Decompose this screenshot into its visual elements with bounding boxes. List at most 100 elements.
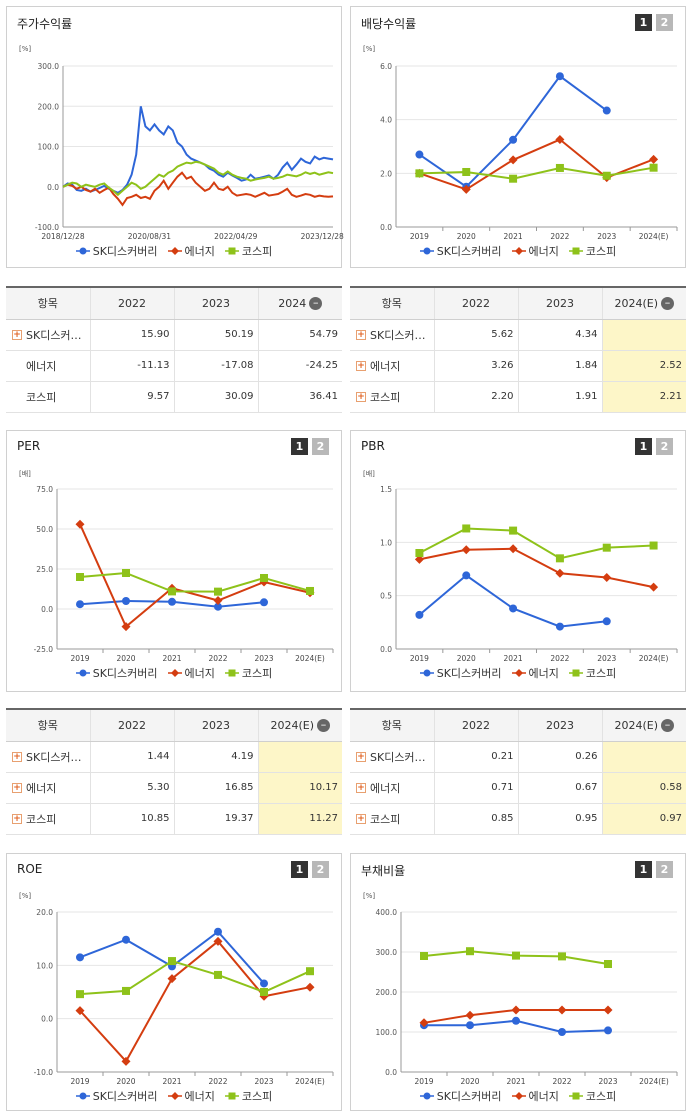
row-label[interactable]: + 코스피 [6,803,90,835]
collapse-icon[interactable]: – [317,719,331,732]
table-cell: 0.58 [601,772,686,804]
header-2023: 2023 [173,709,258,742]
legend-item-sk[interactable]: SK디스커버리 [419,1088,502,1104]
pager: 1 2 [635,438,673,455]
page-2-button[interactable]: 2 [312,861,329,878]
page-1-button[interactable]: 1 [291,861,308,878]
row-label[interactable]: + 에너지 [350,350,434,382]
expand-plus-icon[interactable]: + [356,360,366,371]
row-label[interactable]: + 코스피 [350,803,434,835]
data-point-sk [214,602,222,611]
panel-title: PBR [361,439,385,453]
row-label[interactable]: + 에너지 [350,772,434,804]
data-point-sk [260,979,268,988]
legend-item-kospi[interactable]: 코스피 [568,243,616,259]
data-point-energy [461,545,471,555]
y-tick-label: 10.0 [36,961,53,970]
legend-item-sk[interactable]: SK디스커버리 [419,665,502,681]
legend-label: 코스피 [241,667,273,680]
header-2022: 2022 [89,709,174,742]
legend-item-energy[interactable]: 에너지 [511,1088,559,1104]
header-item: 항목 [350,709,434,742]
legend-item-kospi[interactable]: 코스피 [224,243,272,259]
y-tick-label: 400.0 [376,908,398,917]
page-2-button[interactable]: 2 [656,14,673,31]
header-2023: 2023 [517,709,602,742]
legend-item-energy[interactable]: 에너지 [167,665,215,681]
header-item: 항목 [6,709,90,742]
legend-item-energy[interactable]: 에너지 [167,1088,215,1104]
legend-item-sk[interactable]: SK디스커버리 [75,665,158,681]
x-tick-label: 2021 [162,1077,181,1086]
page-1-button[interactable]: 1 [635,438,652,455]
legend-marker-icon [419,1091,434,1101]
x-tick-label: 2020 [457,654,476,663]
legend-item-energy[interactable]: 에너지 [511,243,559,259]
legend-label: SK디스커버리 [92,245,158,258]
header-2022: 2022 [433,287,518,320]
legend-label: 에너지 [184,667,215,680]
data-point-sk [602,617,611,626]
data-point-kospi [466,947,474,956]
row-label[interactable]: + SK디스커… [350,319,434,351]
table-row: + 코스피 10.85 19.37 11.27 [6,803,342,835]
table-cell: 0.85 [433,803,518,835]
expand-plus-icon[interactable]: + [356,782,366,793]
row-label[interactable]: + 코스피 [350,381,434,413]
legend-item-energy[interactable]: 에너지 [511,665,559,681]
table-cell: 19.37 [173,803,258,835]
page-1-button[interactable]: 1 [635,14,652,31]
panel-per: PER 1 2 [배] 75.0 50.0 25.0 0.0 -25.0 2019 2020… [6,430,342,692]
data-point-energy [602,573,612,583]
x-tick-label: 2020 [460,1077,479,1086]
page-2-button[interactable]: 2 [656,438,673,455]
table-row: + 코스피 2.20 1.91 2.21 [350,381,686,413]
row-label[interactable]: + 에너지 [6,772,90,804]
page-1-button[interactable]: 1 [635,861,652,878]
expand-plus-icon[interactable]: + [12,751,22,762]
expand-plus-icon[interactable]: + [356,751,366,762]
table-cell: -11.13 [89,350,174,382]
legend-item-energy[interactable]: 에너지 [167,243,215,259]
legend-item-sk[interactable]: SK디스커버리 [75,243,158,259]
unit-label: [배] [363,470,375,478]
legend-item-kospi[interactable]: 코스피 [568,665,617,681]
table-cell: 30.09 [173,381,258,413]
expand-plus-icon[interactable]: + [356,391,366,402]
collapse-icon[interactable]: – [661,297,675,310]
table-row: + 에너지 0.71 0.67 0.58 [350,772,686,804]
pbr-chart: 1.5 1.0 0.5 0.0 2019 2020 2021 2022 2023 2024(E) [380,485,678,663]
legend-item-sk[interactable]: SK디스커버리 [419,243,502,259]
row-label[interactable]: + SK디스커… [350,741,434,773]
legend-item-kospi[interactable]: 코스피 [568,1088,616,1104]
legend-item-sk[interactable]: SK디스커버리 [75,1088,158,1104]
x-tick-label: 2020/08/31 [128,232,171,241]
series-line-sk [62,106,334,194]
header-2024e: 2024(E) – [257,709,342,742]
row-label[interactable]: + SK디스커… [6,741,90,773]
panel-stock-return: 주가수익률 [%] 300.0 200.0 100.0 0.0 -100.0 2018/1… [6,6,344,268]
expand-plus-icon[interactable]: + [12,329,22,340]
collapse-icon[interactable]: – [661,719,675,732]
row-label: 에너지 [6,350,90,382]
expand-plus-icon[interactable]: + [356,329,366,340]
legend-item-kospi[interactable]: 코스피 [224,665,273,681]
unit-label: [%] [363,892,376,900]
legend-marker-icon [419,246,434,256]
legend-marker-icon [224,246,239,256]
page-2-button[interactable]: 2 [312,438,329,455]
page-2-button[interactable]: 2 [656,861,673,878]
x-tick-label: 2020 [116,1077,135,1086]
legend-marker-icon [224,1091,239,1101]
expand-plus-icon[interactable]: + [356,813,366,824]
page-1-button[interactable]: 1 [291,438,308,455]
collapse-icon[interactable]: – [309,297,323,310]
header-2024e: 2024(E) – [601,709,686,742]
data-point-sk [602,106,611,115]
legend-label: 코스피 [585,667,617,680]
row-label[interactable]: + SK디스커… [6,319,90,351]
table-cell: 0.67 [517,772,602,804]
legend-item-kospi[interactable]: 코스피 [224,1088,272,1104]
expand-plus-icon[interactable]: + [12,782,22,793]
expand-plus-icon[interactable]: + [12,813,22,824]
